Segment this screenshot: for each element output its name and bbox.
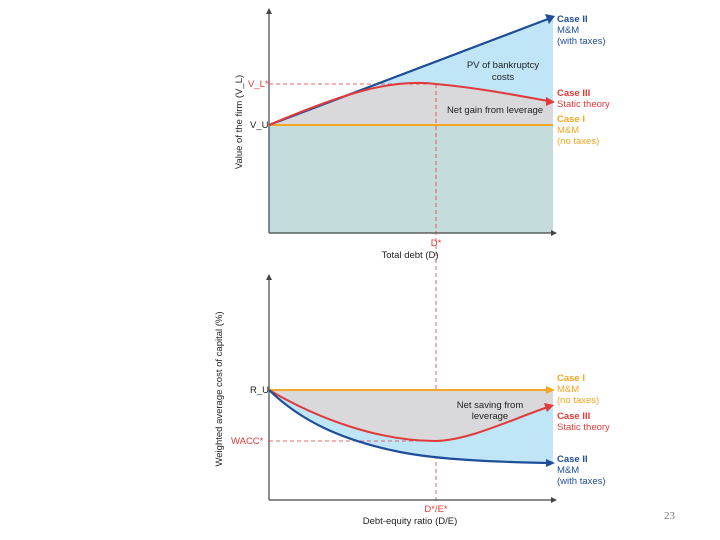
bottom-case3-legend: Case III Static theory xyxy=(557,411,610,433)
svg-text:Static theory: Static theory xyxy=(557,99,610,110)
ru-label: R_U xyxy=(250,385,269,396)
svg-text:Case II: Case II xyxy=(557,14,588,25)
svg-text:(with taxes): (with taxes) xyxy=(557,476,606,487)
top-case3-curve xyxy=(268,81,549,126)
bottom-case1-arrow xyxy=(546,386,555,394)
bottom-case3-curve xyxy=(268,389,549,443)
net-saving-label-line1: Net saving from xyxy=(457,400,524,411)
bottom-case2-legend: Case II M&M (with taxes) xyxy=(557,454,606,487)
svg-text:(no taxes): (no taxes) xyxy=(557,136,599,147)
bottom-y-axis-title: Weighted average cost of capital (%) xyxy=(214,311,225,466)
svg-text:(with taxes): (with taxes) xyxy=(557,36,606,47)
net-gain-label: Net gain from leverage xyxy=(447,105,543,116)
page-number: 23 xyxy=(664,510,675,522)
svg-text:M&M: M&M xyxy=(557,384,579,395)
top-case2-legend: Case II M&M (with taxes) xyxy=(557,14,606,47)
top-gray-region xyxy=(269,82,553,125)
bottom-case3-arrow xyxy=(544,403,554,412)
top-case1-legend: Case I M&M (no taxes) xyxy=(557,114,599,147)
svg-text:M&M: M&M xyxy=(557,25,579,36)
svg-text:Case III: Case III xyxy=(557,411,590,422)
svg-text:Case III: Case III xyxy=(557,88,590,99)
svg-text:Case I: Case I xyxy=(557,114,585,125)
pv-bankruptcy-label-line2: costs xyxy=(492,72,514,83)
svg-text:(no taxes): (no taxes) xyxy=(557,395,599,406)
net-saving-label-line2: leverage xyxy=(472,411,508,422)
top-x-axis-arrow xyxy=(551,230,557,236)
bottom-chart: R_U WACC* D*/E* Debt-equity ratio (D/E) … xyxy=(214,274,610,527)
top-chart: V_L* V_U D* Total debt (D) Value of the … xyxy=(234,8,610,502)
svg-text:Case I: Case I xyxy=(557,373,585,384)
vl-star-label: V_L* xyxy=(248,79,269,90)
bottom-gray-region xyxy=(269,390,553,441)
bottom-x-axis-arrow xyxy=(551,497,557,503)
bottom-y-axis-arrow xyxy=(266,274,272,280)
top-teal-region xyxy=(269,125,553,233)
bottom-case2-arrow xyxy=(546,459,555,467)
d-star-label: D* xyxy=(431,238,442,249)
svg-text:Case II: Case II xyxy=(557,454,588,465)
top-x-axis-title: Total debt (D) xyxy=(381,250,438,261)
bottom-case2-curve xyxy=(268,389,549,465)
bottom-case1-legend: Case I M&M (no taxes) xyxy=(557,373,599,406)
top-y-axis-arrow xyxy=(266,8,272,14)
wacc-star-label: WACC* xyxy=(231,436,264,447)
svg-text:M&M: M&M xyxy=(557,465,579,476)
svg-text:M&M: M&M xyxy=(557,125,579,136)
bottom-x-axis-title: Debt-equity ratio (D/E) xyxy=(363,516,458,527)
top-case2-arrow xyxy=(545,14,555,24)
de-star-label: D*/E* xyxy=(424,504,448,515)
top-case3-arrow xyxy=(546,97,555,106)
top-y-axis-title: Value of the firm (V_L) xyxy=(234,75,245,169)
svg-text:Static theory: Static theory xyxy=(557,422,610,433)
top-case3-legend: Case III Static theory xyxy=(557,88,610,110)
pv-bankruptcy-label-line1: PV of bankruptcy xyxy=(467,60,540,71)
vu-label: V_U xyxy=(250,120,269,131)
